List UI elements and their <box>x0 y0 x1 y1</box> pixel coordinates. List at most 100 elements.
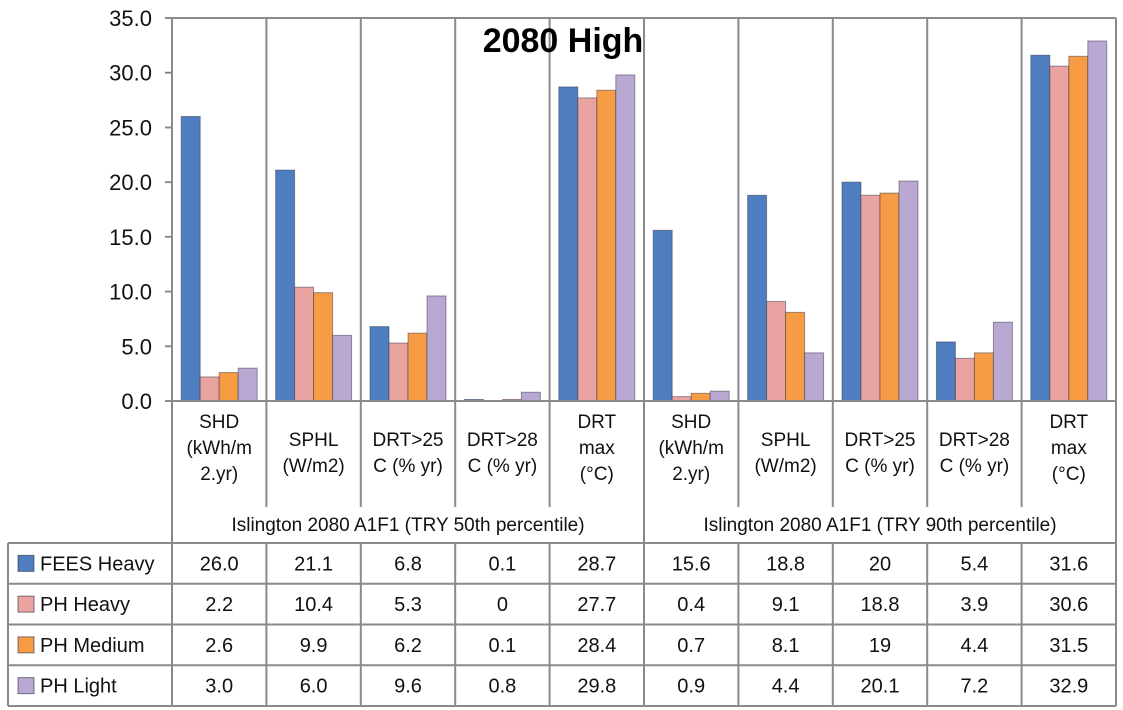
bar <box>426 295 447 402</box>
table-cell: 31.5 <box>1049 635 1088 657</box>
category-label: SHD <box>671 412 711 433</box>
y-tick-label: 35.0 <box>109 6 152 31</box>
table-cell: 28.7 <box>577 553 616 575</box>
bar <box>898 180 919 402</box>
bar <box>690 392 711 402</box>
table-cell: 20 <box>869 553 891 575</box>
bar <box>747 194 768 402</box>
legend-label: PH Light <box>40 676 117 698</box>
bar <box>954 357 975 402</box>
bar <box>596 89 617 402</box>
category-label: DRT>25 <box>373 430 444 451</box>
bar <box>1068 55 1089 402</box>
table-cell: 26.0 <box>200 553 239 575</box>
group-label: Islington 2080 A1F1 (TRY 90th percentile… <box>703 515 1056 536</box>
bar <box>313 292 334 402</box>
table-cell: 6.0 <box>300 676 328 698</box>
bar <box>935 341 956 402</box>
table-cell: 6.2 <box>394 635 422 657</box>
group-label: Islington 2080 A1F1 (TRY 50th percentile… <box>231 515 584 536</box>
legend-swatch <box>17 677 35 695</box>
bar <box>199 376 220 402</box>
category-label: C (% yr) <box>940 456 1010 477</box>
category-label: DRT <box>577 412 616 433</box>
legend-label: PH Medium <box>40 635 144 657</box>
table-cell: 29.8 <box>577 676 616 698</box>
category-label: (kWh/m <box>186 438 251 459</box>
category-label: (°C) <box>1052 464 1086 485</box>
bar <box>520 391 541 402</box>
table-cell: 2.6 <box>205 635 233 657</box>
table-cell: 28.4 <box>577 635 616 657</box>
category-labels: SHD (kWh/m 2.yr) SPHL (W/m2) DRT>25 C (% yr) DR… <box>186 412 1088 536</box>
category-label: C (% yr) <box>373 456 443 477</box>
table-cell: 9.9 <box>300 635 328 657</box>
bar <box>332 334 353 402</box>
bar <box>180 115 201 402</box>
table-cell: 32.9 <box>1049 676 1088 698</box>
y-tick-label: 25.0 <box>109 115 152 140</box>
legend-swatch <box>17 595 35 613</box>
table-cell: 10.4 <box>294 594 333 616</box>
bar <box>992 321 1013 402</box>
table-cell: 0.1 <box>488 635 516 657</box>
category-label: C (% yr) <box>845 456 915 477</box>
category-label: 2.yr) <box>200 464 238 485</box>
bar <box>237 367 258 402</box>
y-axis: 0.0 5.0 10.0 15.0 20.0 25.0 30.0 35.0 <box>109 6 1116 414</box>
bar <box>879 192 900 402</box>
bar <box>804 352 825 402</box>
table-cell: 0.4 <box>677 594 705 616</box>
table-cell: 2.2 <box>205 594 233 616</box>
bar <box>709 390 730 402</box>
bar <box>766 300 787 402</box>
category-label: (°C) <box>580 464 614 485</box>
table-cell: 5.3 <box>394 594 422 616</box>
table-cell: 6.8 <box>394 553 422 575</box>
category-label: SHD <box>199 412 239 433</box>
table-cell: 0.8 <box>488 676 516 698</box>
table-cell: 20.1 <box>861 676 900 698</box>
bar <box>785 311 806 402</box>
category-label: DRT <box>1049 412 1088 433</box>
y-tick-label: 30.0 <box>109 61 152 86</box>
bar <box>1030 54 1051 402</box>
table-cell: 15.6 <box>672 553 711 575</box>
table-cell: 9.6 <box>394 676 422 698</box>
table-cell: 3.9 <box>960 594 988 616</box>
table-cell: 18.8 <box>766 553 805 575</box>
table-cell: 4.4 <box>772 676 800 698</box>
legend-label: FEES Heavy <box>40 553 154 575</box>
category-label: C (% yr) <box>468 456 538 477</box>
table-cell: 18.8 <box>861 594 900 616</box>
y-tick-label: 0.0 <box>121 389 152 414</box>
bar <box>615 74 636 402</box>
category-label: max <box>579 438 615 459</box>
table-cell: 0 <box>497 594 508 616</box>
bar <box>294 286 315 402</box>
bar <box>841 181 862 402</box>
chart-title: 2080 High <box>483 22 644 60</box>
category-label: DRT>25 <box>845 430 916 451</box>
bar <box>388 342 409 402</box>
table-cell: 9.1 <box>772 594 800 616</box>
table-cell: 0.9 <box>677 676 705 698</box>
bar <box>1049 65 1070 402</box>
y-tick-label: 10.0 <box>109 280 152 305</box>
bar <box>652 229 673 402</box>
legend-swatch <box>17 554 35 572</box>
bar <box>577 97 598 402</box>
table-cell: 30.6 <box>1049 594 1088 616</box>
table-cell: 8.1 <box>772 635 800 657</box>
table-cell: 27.7 <box>577 594 616 616</box>
category-label: DRT>28 <box>939 430 1010 451</box>
chart-grid <box>171 17 1117 543</box>
table-cell: 0.1 <box>488 553 516 575</box>
table-cell: 0.7 <box>677 635 705 657</box>
category-label: DRT>28 <box>467 430 538 451</box>
legend-label: PH Heavy <box>40 594 130 616</box>
y-tick-label: 5.0 <box>121 334 152 359</box>
bar <box>558 86 579 402</box>
bar <box>275 169 296 402</box>
